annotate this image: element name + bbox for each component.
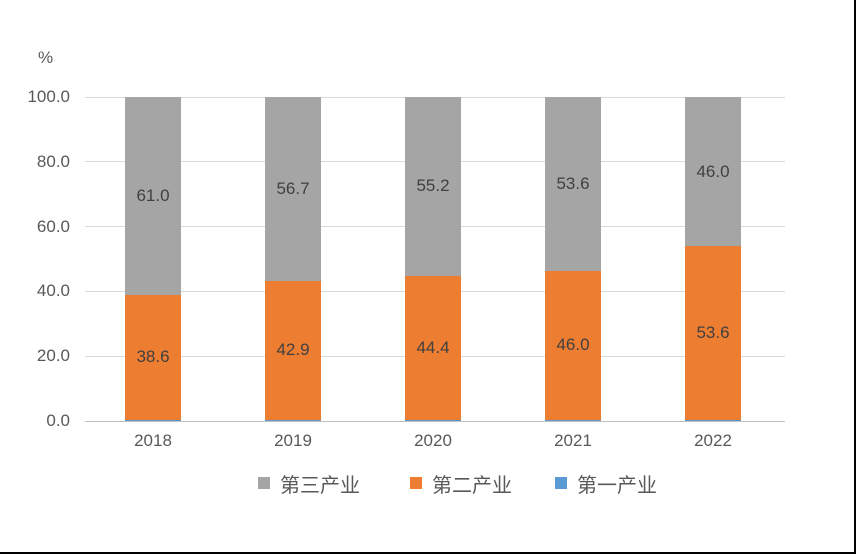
legend-label-secondary: 第二产业 bbox=[432, 474, 512, 497]
bar-segment-secondary-2022 bbox=[685, 246, 741, 420]
bar-segment-secondary-2021 bbox=[545, 270, 601, 420]
bar-segment-tertiary-2020 bbox=[405, 97, 461, 276]
legend-item-primary: 第一产业 bbox=[555, 470, 657, 497]
bar-segment-secondary-2019 bbox=[265, 280, 321, 420]
y-tick-label: 20.0 bbox=[36, 346, 70, 366]
bar-segment-tertiary-2021 bbox=[545, 97, 601, 271]
data-label-secondary-2022: 53.6 bbox=[696, 322, 730, 342]
y-tick-label: 0.0 bbox=[46, 411, 70, 430]
bar-segment-secondary-2020 bbox=[405, 275, 461, 420]
bar-segment-tertiary-2018 bbox=[125, 97, 181, 295]
bar-segment-tertiary-2022 bbox=[685, 97, 741, 247]
x-tick-label-2021: 2021 bbox=[554, 431, 592, 450]
bar-segment-tertiary-2019 bbox=[265, 97, 321, 281]
legend-swatch-tertiary-icon bbox=[258, 477, 270, 489]
legend-label-primary: 第一产业 bbox=[577, 474, 657, 497]
x-tick-label-2022: 2022 bbox=[694, 431, 732, 450]
bar-segment-primary-2018 bbox=[125, 419, 181, 421]
bar-segment-primary-2021 bbox=[545, 419, 601, 421]
y-tick-label: 60.0 bbox=[36, 216, 70, 236]
x-tick-label-2018: 2018 bbox=[134, 431, 172, 450]
y-tick-label: 40.0 bbox=[36, 281, 70, 301]
legend-swatch-primary-icon bbox=[555, 477, 567, 489]
data-label-tertiary-2021: 53.6 bbox=[556, 173, 590, 193]
y-tick-label: 80.0 bbox=[36, 151, 70, 171]
data-label-secondary-2018: 38.6 bbox=[136, 347, 170, 367]
legend-item-secondary: 第二产业 bbox=[410, 470, 512, 497]
legend-item-tertiary: 第三产业 bbox=[258, 470, 360, 497]
x-tick-label-2019: 2019 bbox=[274, 431, 312, 450]
data-label-tertiary-2019: 56.7 bbox=[276, 178, 310, 198]
bar-segment-primary-2019 bbox=[265, 419, 321, 421]
x-axis-line bbox=[85, 420, 785, 422]
y-tick-label: 100.0 bbox=[27, 87, 70, 106]
data-label-secondary-2019: 42.9 bbox=[276, 340, 310, 360]
legend-swatch-secondary-icon bbox=[410, 477, 422, 489]
x-tick-label-2020: 2020 bbox=[414, 431, 452, 450]
bar-segment-primary-2022 bbox=[685, 419, 741, 421]
bar-segment-primary-2020 bbox=[405, 419, 461, 421]
data-label-secondary-2020: 44.4 bbox=[416, 337, 450, 357]
y-axis-unit-label: % bbox=[38, 48, 54, 67]
data-label-tertiary-2020: 55.2 bbox=[416, 176, 450, 196]
bar-segment-secondary-2018 bbox=[125, 294, 181, 420]
data-label-tertiary-2018: 61.0 bbox=[136, 185, 170, 205]
data-label-secondary-2021: 46.0 bbox=[556, 335, 590, 355]
legend-label-tertiary: 第三产业 bbox=[280, 474, 360, 497]
data-label-tertiary-2022: 46.0 bbox=[696, 161, 730, 181]
